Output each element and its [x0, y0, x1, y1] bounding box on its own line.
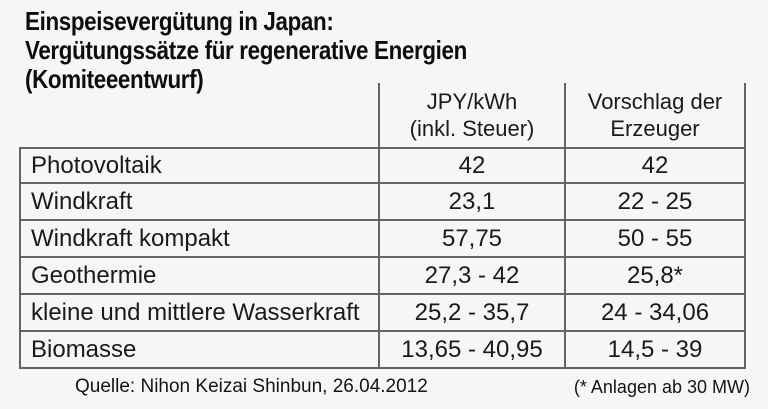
- table-row: Windkraft 23,1 22 - 25: [19, 184, 746, 221]
- row-vorschlag-value: 50 - 55: [564, 221, 746, 258]
- row-vorschlag-value: 22 - 25: [564, 184, 746, 221]
- header-jpy-line-1: JPY/kWh: [426, 89, 518, 114]
- table-header-row: JPY/kWh (inkl. Steuer) Vorschlag der Erz…: [19, 83, 746, 147]
- row-jpy-value: 57,75: [378, 221, 564, 258]
- header-vorschlag-line-1: Vorschlag der: [587, 89, 723, 114]
- row-label: Windkraft kompakt: [19, 221, 378, 258]
- header-cell-empty: [19, 83, 378, 147]
- table-row: Windkraft kompakt 57,75 50 - 55: [19, 221, 746, 258]
- footnote: (* Anlagen ab 30 MW): [573, 377, 750, 397]
- table-row: Photovoltaik 42 42: [19, 147, 746, 184]
- row-label: kleine und mittlere Wasserkraft: [19, 295, 378, 332]
- row-jpy-value: 27,3 - 42: [378, 258, 564, 295]
- tariff-table: JPY/kWh (inkl. Steuer) Vorschlag der Erz…: [19, 83, 746, 369]
- header-jpy-line-2: (inkl. Steuer): [409, 116, 535, 141]
- row-vorschlag-value: 25,8*: [564, 258, 746, 295]
- row-vorschlag-value: 24 - 34,06: [564, 295, 746, 332]
- header-cell-vorschlag: Vorschlag der Erzeuger: [564, 83, 746, 147]
- row-vorschlag-value: 14,5 - 39: [564, 332, 746, 369]
- table-row: Biomasse 13,65 - 40,95 14,5 - 39: [19, 332, 746, 369]
- title-line-3: (Komiteeentwurf): [25, 64, 204, 94]
- page-title: Einspeisevergütung in Japan: Vergütungss…: [25, 7, 467, 94]
- header-cell-jpy: JPY/kWh (inkl. Steuer): [378, 83, 564, 147]
- row-label: Geothermie: [19, 258, 378, 295]
- row-vorschlag-value: 42: [564, 147, 746, 184]
- row-jpy-value: 23,1: [378, 184, 564, 221]
- row-label: Photovoltaik: [19, 147, 378, 184]
- row-label: Windkraft: [19, 184, 378, 221]
- header-vorschlag-line-2: Erzeuger: [610, 116, 700, 141]
- row-jpy-value: 42: [378, 147, 564, 184]
- row-label: Biomasse: [19, 332, 378, 369]
- title-line-1: Einspeisevergütung in Japan:: [25, 6, 334, 36]
- source-credit: Quelle: Nihon Keizai Shinbun, 26.04.2012: [75, 376, 428, 397]
- row-jpy-value: 25,2 - 35,7: [378, 295, 564, 332]
- title-line-2: Vergütungssätze für regenerative Energie…: [25, 35, 467, 65]
- table-row: kleine und mittlere Wasserkraft 25,2 - 3…: [19, 295, 746, 332]
- table-row: Geothermie 27,3 - 42 25,8*: [19, 258, 746, 295]
- row-jpy-value: 13,65 - 40,95: [378, 332, 564, 369]
